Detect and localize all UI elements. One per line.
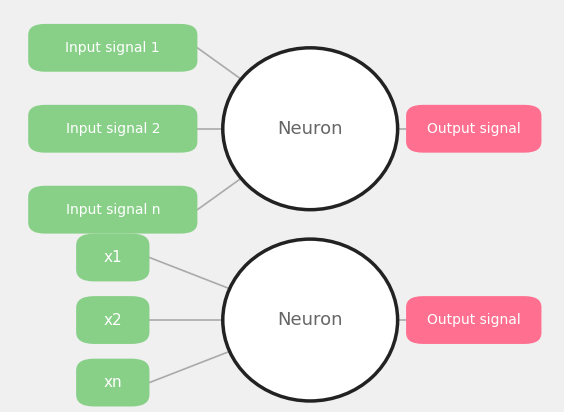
Text: Input signal n: Input signal n (65, 203, 160, 217)
Text: Neuron: Neuron (277, 311, 343, 329)
FancyBboxPatch shape (406, 105, 541, 153)
FancyBboxPatch shape (76, 296, 149, 344)
Text: x2: x2 (103, 313, 122, 328)
Ellipse shape (223, 48, 398, 210)
FancyBboxPatch shape (76, 234, 149, 281)
FancyBboxPatch shape (28, 24, 197, 72)
FancyBboxPatch shape (406, 296, 541, 344)
Text: Output signal: Output signal (427, 313, 521, 327)
Text: x1: x1 (103, 250, 122, 265)
FancyBboxPatch shape (28, 105, 197, 153)
Text: xn: xn (103, 375, 122, 390)
FancyBboxPatch shape (28, 186, 197, 234)
FancyBboxPatch shape (76, 359, 149, 407)
Text: Input signal 2: Input signal 2 (65, 122, 160, 136)
Text: Output signal: Output signal (427, 122, 521, 136)
Text: Input signal 1: Input signal 1 (65, 41, 160, 55)
Ellipse shape (223, 239, 398, 401)
Text: Neuron: Neuron (277, 120, 343, 138)
